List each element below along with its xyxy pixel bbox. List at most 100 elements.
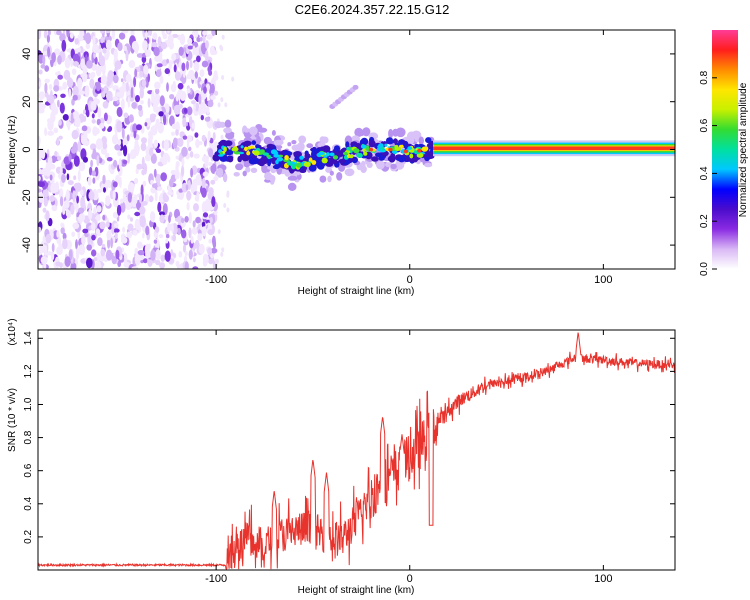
heatmap-noise-cell [167,34,174,45]
heatmap-blob-peak [253,150,260,156]
heatmap-noise-cell [43,197,48,207]
heatmap-noise-cell [88,208,93,220]
heatmap-noise-cell [95,260,102,269]
heatmap-noise-cell [177,262,180,269]
heatmap-blob-core [258,159,265,167]
heatmap-blob-peak [299,155,304,160]
heatmap-noise-cell [201,201,208,214]
heatmap-noise-cell [201,134,206,142]
heatmap-noise-cell [202,253,209,265]
colorbar-gradient [712,30,738,269]
heatmap-blob-peak [248,145,255,149]
heatmap-noise-cell [224,102,228,108]
heatmap-noise-cell [184,251,188,256]
heatmap-noise-cell [207,130,211,142]
heatmap-noise-cell [103,187,106,193]
heatmap-noise-cell [212,235,216,247]
heatmap-noise-cell [48,95,55,104]
heatmap-blob-peak [246,151,251,156]
heatmap-noise-cell [196,140,203,146]
snr-x-tick-label: 0 [407,573,413,585]
heatmap-blob-peak [275,159,279,165]
heatmap-noise-cell [83,115,87,122]
heatmap-noise-cell [206,105,210,115]
heatmap-noise-cell [169,115,175,127]
heatmap-noise-cell [120,236,128,244]
heatmap-noise-cell [139,193,142,204]
heatmap-noise-cell [113,159,118,168]
spectrogram-y-tick-label: 40 [21,48,33,60]
heatmap-noise-cell [192,182,197,188]
heatmap-noise-cell [192,45,196,56]
heatmap-noise-cell [150,179,154,185]
heatmap-blob-halo [287,175,298,181]
snr-series-line [38,332,675,570]
heatmap-noise-cell [105,221,110,228]
heatmap-noise-cell [168,60,173,69]
heatmap-noise-cell [192,266,199,269]
heatmap-noise-cell [94,97,98,103]
heatmap-blob-peak [323,155,328,158]
heatmap-noise-cell [149,113,157,119]
heatmap-noise-cell [62,205,66,216]
heatmap-noise-cell [157,201,162,213]
heatmap-noise-cell [168,214,171,223]
heatmap-noise-cell [142,40,148,52]
heatmap-noise-cell [193,101,196,114]
heatmap-noise-cell [184,107,188,114]
heatmap-noise-cell [175,93,179,102]
heatmap-noise-cell [81,234,86,246]
heatmap-noise-cell [182,117,187,128]
heatmap-noise-cell [56,30,62,36]
heatmap-noise-cell [179,77,186,82]
heatmap-noise-cell [72,53,80,63]
heatmap-noise-cell [159,75,164,85]
heatmap-noise-cell [112,85,117,91]
heatmap-blob-halo [306,143,314,149]
heatmap-noise-cell [207,100,214,108]
heatmap-noise-cell [118,32,126,40]
heatmap-noise-cell [106,80,110,87]
heatmap-noise-cell [70,146,77,154]
heatmap-blob-core [336,152,343,158]
heatmap-noise-cell [204,116,211,122]
heatmap-blob-peak [348,154,354,159]
heatmap-blob-peak [318,151,325,156]
heatmap-noise-cell [231,76,235,82]
heatmap-noise-cell [38,175,41,181]
heatmap-noise-cell [120,201,126,213]
heatmap-blob-peak [407,146,413,151]
heatmap-noise-cell [186,190,192,201]
heatmap-blob-peak [266,154,270,158]
heatmap-noise-cell [112,96,119,102]
heatmap-noise-cell [73,182,81,190]
heatmap-noise-cell [70,204,75,215]
heatmap-noise-cell [220,97,224,103]
heatmap-noise-cell [162,152,170,161]
colorbar-tick-label: 0.0 [699,262,710,276]
heatmap-noise-cell [95,81,101,92]
heatmap-noise-cell [113,228,120,233]
heatmap-noise-cell [174,71,181,81]
heatmap-blob-peak [378,143,384,148]
heatmap-noise-cell [47,130,54,136]
heatmap-noise-cell [60,227,65,235]
heatmap-noise-cell [196,37,201,43]
heatmap-noise-cell [171,53,177,61]
heatmap-noise-cell [105,249,113,261]
heatmap-blob-halo [344,168,355,177]
heatmap-noise-cell [135,167,139,175]
heatmap-blob-peak [303,161,311,168]
heatmap-noise-cell [105,30,111,34]
heatmap-noise-cell [134,247,139,255]
heatmap-noise-cell [94,56,98,65]
heatmap-noise-cell [131,196,135,206]
heatmap-noise-cell [133,76,137,88]
heatmap-noise-cell [57,99,60,108]
heatmap-noise-cell [141,137,147,144]
heatmap-blob-core [316,161,325,170]
heatmap-noise-cell [96,155,100,167]
heatmap-noise-cell [129,183,135,188]
spectrogram-x-tick-label: 0 [407,274,413,286]
heatmap-noise-cell [211,196,216,208]
